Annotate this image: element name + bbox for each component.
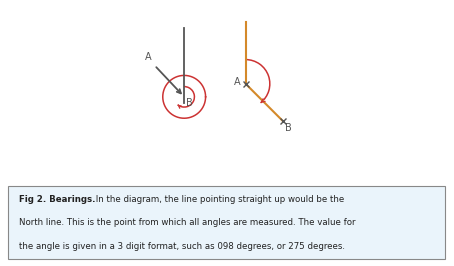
FancyBboxPatch shape bbox=[8, 186, 445, 259]
Text: B: B bbox=[187, 98, 193, 108]
Text: In the diagram, the line pointing straight up would be the: In the diagram, the line pointing straig… bbox=[94, 195, 345, 204]
Text: North line. This is the point from which all angles are measured. The value for: North line. This is the point from which… bbox=[19, 218, 355, 227]
Text: the angle is given in a 3 digit format, such as 098 degrees, or 275 degrees.: the angle is given in a 3 digit format, … bbox=[19, 242, 345, 251]
Text: A: A bbox=[234, 77, 241, 87]
Text: B: B bbox=[285, 123, 291, 133]
Text: Fig 2. Bearings.: Fig 2. Bearings. bbox=[19, 195, 96, 204]
Text: A: A bbox=[145, 52, 152, 63]
